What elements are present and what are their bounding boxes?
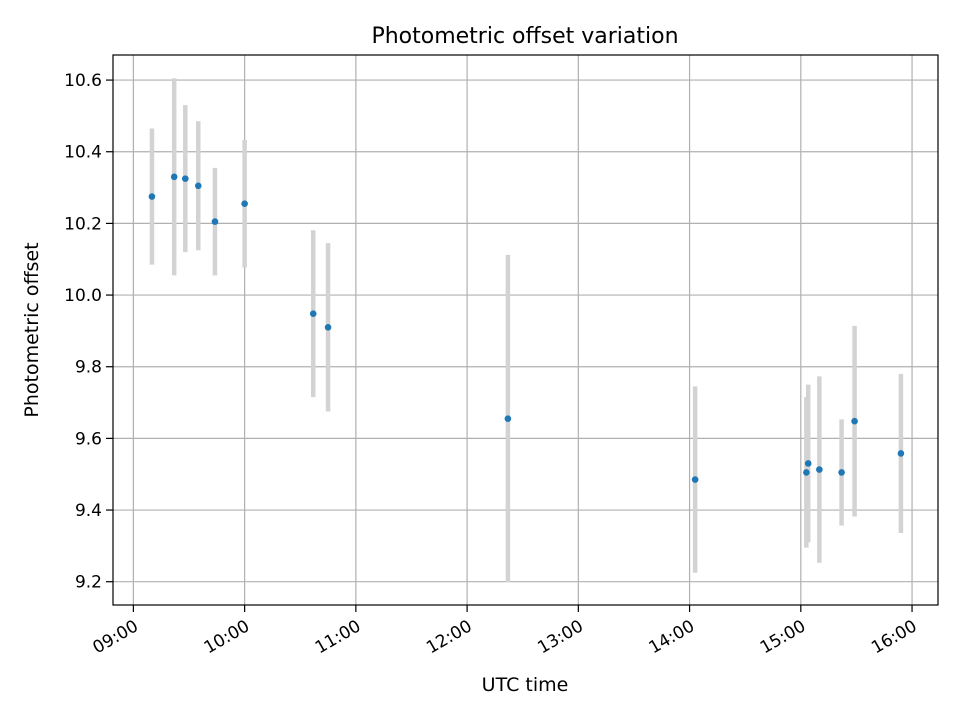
data-point: [838, 469, 845, 476]
data-point: [211, 218, 219, 225]
y-tick-label: 10.6: [64, 71, 102, 91]
data-point: [803, 469, 810, 476]
data-point: [309, 310, 317, 317]
data-point: [897, 450, 905, 457]
plot-frame: [112, 54, 939, 606]
data-point: [182, 175, 189, 182]
data-point: [170, 173, 178, 181]
data-point: [691, 476, 699, 483]
y-tick-label: 9.4: [75, 501, 102, 521]
y-tick-label: 9.6: [75, 429, 102, 449]
y-tick-label: 9.2: [75, 573, 102, 593]
data-points: [148, 173, 905, 483]
y-tick-label: 9.8: [75, 358, 102, 378]
y-tick-label: 10.0: [64, 286, 102, 306]
data-point: [504, 415, 512, 422]
y-tick-label: 10.4: [64, 143, 102, 163]
data-point: [194, 182, 202, 190]
data-point: [851, 417, 858, 425]
y-axis-label: Photometric offset: [21, 242, 43, 417]
data-point: [804, 460, 812, 467]
x-axis-label: UTC time: [482, 674, 569, 696]
data-point: [816, 466, 823, 473]
y-tick-label: 10.2: [64, 214, 102, 234]
grid: [113, 55, 938, 605]
plot-area: [113, 55, 938, 605]
data-point: [148, 193, 156, 200]
data-point: [241, 200, 248, 207]
data-point: [324, 324, 332, 331]
chart-title: Photometric offset variation: [371, 24, 678, 49]
